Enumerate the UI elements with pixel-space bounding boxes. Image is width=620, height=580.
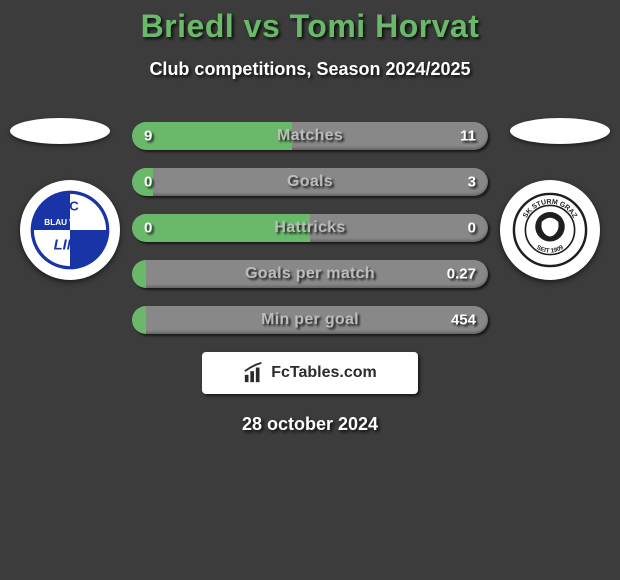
stat-bar-left-segment — [132, 214, 310, 242]
fctables-brand-text: FcTables.com — [271, 364, 377, 382]
club-badge-right-svg: SK STURM GRAZ SEIT 1909 — [509, 189, 591, 271]
stat-bar: Goals per match0.27 — [132, 260, 488, 288]
stat-value-left: 0 — [144, 220, 152, 237]
stat-value-right: 0 — [468, 220, 476, 237]
stat-bar-label: Goals — [132, 173, 488, 191]
stat-value-right: 3 — [468, 174, 476, 191]
player-photo-placeholder-right — [510, 118, 610, 144]
fctables-brand-box: FcTables.com — [202, 352, 418, 394]
stat-bar-label: Goals per match — [132, 265, 488, 283]
stat-value-left: 0 — [144, 174, 152, 191]
stat-value-right: 454 — [451, 312, 476, 329]
stat-bar-left-segment — [132, 260, 146, 288]
stat-bar: Hattricks00 — [132, 214, 488, 242]
svg-text:BLAU WEISS: BLAU WEISS — [44, 218, 96, 227]
club-badge-left: FC BLAU WEISS LINZ — [20, 180, 120, 280]
player-photo-placeholder-left — [10, 118, 110, 144]
stat-bar: Matches911 — [132, 122, 488, 150]
svg-text:FC: FC — [61, 198, 79, 213]
page-subtitle: Club competitions, Season 2024/2025 — [0, 59, 620, 80]
footer-date: 28 october 2024 — [0, 414, 620, 435]
stat-value-right: 11 — [460, 128, 476, 145]
page-title: Briedl vs Tomi Horvat — [0, 0, 620, 45]
page-root: Briedl vs Tomi Horvat Club competitions,… — [0, 0, 620, 580]
svg-text:LINZ: LINZ — [54, 238, 88, 254]
stat-bar-left-segment — [132, 306, 146, 334]
stat-bar: Goals0 3 — [132, 168, 488, 196]
club-badge-right: SK STURM GRAZ SEIT 1909 — [500, 180, 600, 280]
club-badge-left-svg: FC BLAU WEISS LINZ — [29, 189, 111, 271]
bar-chart-icon — [243, 362, 265, 384]
stat-bars: Matches911Goals03Hattricks00Goals per ma… — [132, 122, 488, 334]
stat-bar: Min per goal454 — [132, 306, 488, 334]
stat-value-right: 0.27 — [447, 266, 476, 283]
stats-section: FC BLAU WEISS LINZ SK STURM GRAZ — [0, 122, 620, 435]
stat-value-left: 9 — [144, 128, 152, 145]
stat-bar-left-segment — [132, 122, 292, 150]
stat-bar-label: Min per goal — [132, 311, 488, 329]
